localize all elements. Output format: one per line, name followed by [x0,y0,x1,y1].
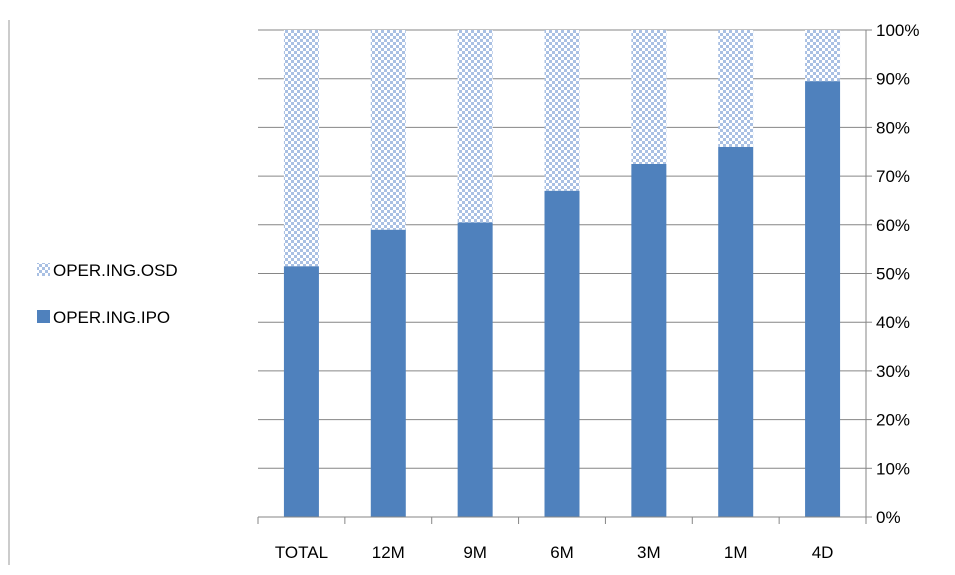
bar-segment-osd [631,30,667,164]
legend-swatch [37,310,50,323]
y-tick-label: 70% [876,167,910,186]
x-tick-label: TOTAL [275,543,328,562]
y-tick-label: 50% [876,265,910,284]
x-tick-label: 1M [724,543,748,562]
bar-segment-osd [805,30,841,82]
legend-swatch [37,263,50,276]
bar-segment-ipo [544,190,580,517]
x-tick-label: 12M [372,543,405,562]
y-tick-label: 20% [876,411,910,430]
bar-segment-ipo [631,163,667,518]
x-tick-label: 4D [812,543,834,562]
x-tick-label: 6M [550,543,574,562]
bar-segment-ipo [370,229,406,518]
bar-segment-ipo [457,222,493,518]
y-tick-label: 30% [876,362,910,381]
y-tick-label: 0% [876,508,901,527]
bar-segment-osd [457,30,493,223]
x-tick-label: 3M [637,543,661,562]
y-tick-label: 80% [876,118,910,137]
x-tick-label: 9M [463,543,487,562]
bar-segment-osd [544,30,580,191]
bar-segment-osd [370,30,406,230]
y-tick-label: 10% [876,459,910,478]
bar-segment-osd [283,30,319,267]
bar-segment-ipo [805,81,841,517]
y-tick-label: 60% [876,216,910,235]
legend-label: OPER.ING.IPO [53,308,170,327]
y-tick-label: 40% [876,313,910,332]
y-tick-label: 90% [876,70,910,89]
bar-segment-ipo [718,146,754,517]
y-tick-label: 100% [876,21,919,40]
legend: OPER.ING.OSD OPER.ING.IPO [37,261,178,327]
legend-label: OPER.ING.OSD [53,261,178,280]
bar-segment-osd [718,30,754,147]
bar-segment-ipo [283,266,319,517]
